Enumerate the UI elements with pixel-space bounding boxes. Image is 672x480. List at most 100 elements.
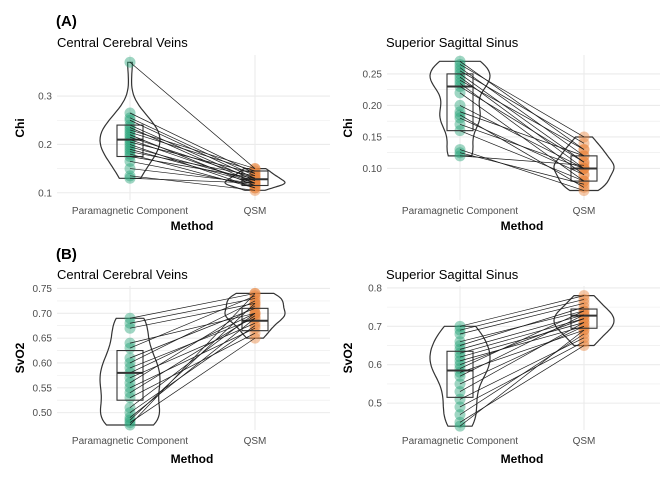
pair-line bbox=[459, 79, 585, 150]
y-axis-title: SvO2 bbox=[341, 342, 355, 373]
pair-line bbox=[459, 318, 585, 354]
y-tick-label: 0.2 bbox=[38, 140, 52, 151]
chart-title: Central Cerebral Veins bbox=[57, 35, 188, 50]
pair-line bbox=[129, 175, 256, 191]
plot-area: 0.1 0.2 0.3 Paramagnetic Component QSM bbox=[38, 55, 330, 217]
violin-paramagnetic bbox=[429, 60, 491, 157]
y-axis-title: Chi bbox=[13, 118, 27, 137]
y-tick-label: 0.65 bbox=[33, 334, 53, 345]
pair-line bbox=[129, 134, 256, 186]
chart-title: Superior Sagittal Sinus bbox=[386, 267, 519, 282]
pair-line bbox=[459, 306, 585, 346]
pair-line bbox=[459, 73, 585, 163]
y-tick-label: 0.15 bbox=[363, 132, 383, 143]
pair-line bbox=[459, 333, 585, 415]
y-tick-label: 0.7 bbox=[368, 322, 382, 333]
x-tick-label: Paramagnetic Component bbox=[72, 436, 188, 447]
pair-line bbox=[129, 295, 256, 349]
chart-central-veins-svo2: 0.50 0.55 0.60 0.65 0.70 0.75 Paramagnetic Com… bbox=[13, 267, 330, 466]
pair-line bbox=[459, 299, 585, 331]
pair-line bbox=[129, 151, 256, 177]
pair-line bbox=[129, 141, 256, 174]
pair-line bbox=[129, 313, 256, 408]
pair-line bbox=[459, 302, 585, 335]
pair-line bbox=[129, 129, 256, 169]
pair-line bbox=[129, 337, 256, 423]
pair-line bbox=[459, 152, 585, 185]
pair-line bbox=[459, 310, 585, 369]
pair-line bbox=[129, 117, 256, 177]
chart-sagittal-sinus-chi: 0.10 0.15 0.20 0.25 Paramagnetic Component QS… bbox=[341, 35, 660, 233]
pair-line bbox=[459, 325, 585, 362]
pair-line bbox=[129, 305, 256, 384]
pair-line bbox=[129, 168, 256, 184]
pair-line bbox=[459, 70, 585, 144]
y-axis-title: SvO2 bbox=[13, 342, 27, 373]
x-axis-title: Method bbox=[501, 452, 544, 466]
pair-line bbox=[459, 314, 585, 377]
pair-line bbox=[459, 61, 585, 150]
pair-line bbox=[129, 293, 256, 319]
violin-paramagnetic bbox=[429, 325, 491, 427]
pair-line bbox=[129, 298, 256, 324]
box-paramagnetic bbox=[446, 350, 474, 398]
pair-line bbox=[129, 325, 256, 413]
pair-line bbox=[459, 322, 585, 392]
panel-label-b: (B) bbox=[56, 246, 77, 263]
box-paramagnetic bbox=[116, 350, 144, 401]
pair-line bbox=[459, 76, 585, 169]
pair-line bbox=[129, 156, 256, 179]
pair-line bbox=[459, 124, 585, 169]
x-tick-label: Paramagnetic Component bbox=[402, 436, 518, 447]
pair-line bbox=[129, 139, 256, 184]
y-tick-label: 0.70 bbox=[33, 309, 53, 320]
x-tick-label: Paramagnetic Component bbox=[402, 206, 518, 217]
pair-line bbox=[129, 322, 256, 379]
x-tick-label: Paramagnetic Component bbox=[72, 206, 188, 217]
plot-area: 0.10 0.15 0.20 0.25 Paramagnetic Component QS… bbox=[363, 55, 660, 217]
pair-line bbox=[129, 300, 256, 364]
y-tick-label: 0.10 bbox=[363, 164, 383, 175]
pair-line bbox=[459, 329, 585, 373]
pair-line bbox=[459, 149, 585, 191]
x-tick-label: QSM bbox=[244, 436, 267, 447]
pair-line bbox=[459, 130, 585, 182]
pair-line bbox=[459, 326, 585, 385]
y-tick-label: 0.8 bbox=[368, 283, 382, 294]
y-tick-label: 0.75 bbox=[33, 284, 53, 295]
pair-line bbox=[459, 318, 585, 366]
pair-line bbox=[459, 64, 585, 138]
pair-line bbox=[459, 105, 585, 169]
y-tick-label: 0.3 bbox=[38, 92, 52, 103]
x-axis-title: Method bbox=[171, 219, 214, 233]
y-tick-label: 0.6 bbox=[368, 360, 382, 371]
x-axis-title: Method bbox=[501, 219, 544, 233]
chart-title: Superior Sagittal Sinus bbox=[386, 35, 519, 50]
pair-line bbox=[129, 303, 256, 329]
pair-line bbox=[129, 61, 256, 169]
pair-line bbox=[129, 148, 256, 184]
pair-line bbox=[459, 155, 585, 166]
chart-title: Central Cerebral Veins bbox=[57, 267, 188, 282]
pair-line bbox=[129, 303, 256, 421]
y-tick-label: 0.1 bbox=[38, 188, 52, 199]
pair-line bbox=[129, 112, 256, 174]
violin-qsm bbox=[224, 292, 286, 339]
pair-line bbox=[129, 327, 256, 389]
pair-line bbox=[129, 312, 256, 344]
y-tick-label: 0.60 bbox=[33, 358, 53, 369]
pair-line bbox=[459, 345, 585, 423]
pair-line bbox=[129, 177, 256, 184]
violin-paramagnetic bbox=[99, 317, 161, 426]
pair-line bbox=[459, 86, 585, 163]
y-axis-title: Chi bbox=[341, 118, 355, 137]
y-tick-label: 0.55 bbox=[33, 383, 53, 394]
chart-central-veins-chi: 0.1 0.2 0.3 Paramagnetic Component QSM Centr… bbox=[13, 35, 330, 233]
y-tick-label: 0.20 bbox=[363, 101, 383, 112]
plot-area: 0.5 0.6 0.7 0.8 Paramagnetic Component QSM bbox=[368, 283, 660, 447]
pair-line bbox=[129, 308, 256, 359]
pair-line bbox=[459, 111, 585, 157]
x-tick-label: QSM bbox=[244, 206, 267, 217]
pair-line bbox=[459, 83, 585, 176]
